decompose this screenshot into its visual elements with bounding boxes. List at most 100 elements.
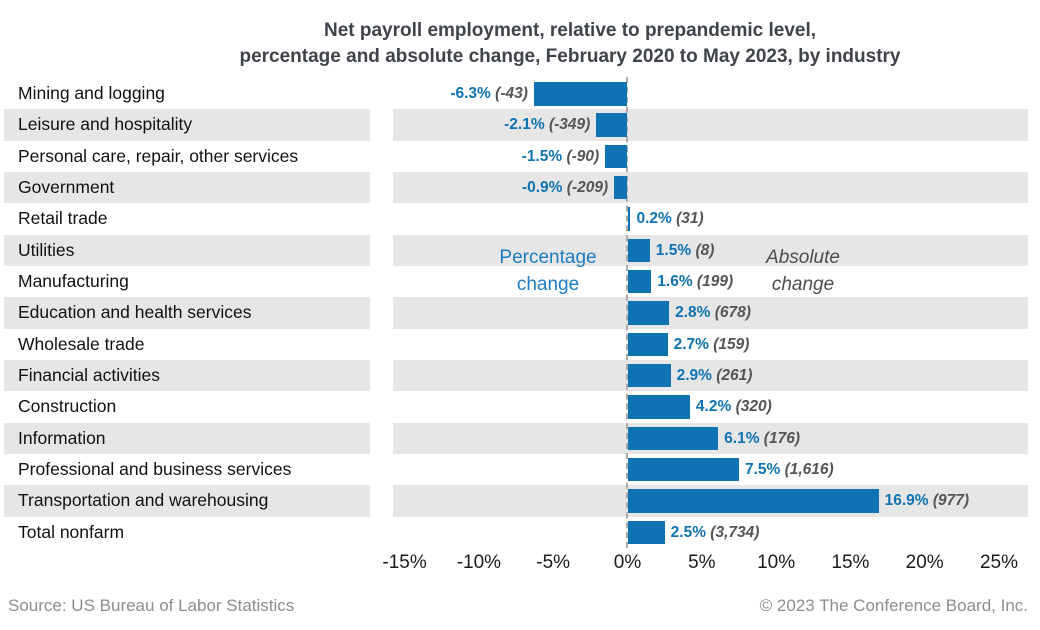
- plot-area: Mining and logging -6.3% (-43) Leisure and…: [0, 78, 1040, 548]
- value-label: -0.9% (-209): [522, 172, 608, 203]
- chart-title-line-2: percentage and absolute change, February…: [239, 46, 901, 67]
- percent-value: 6.1%: [724, 429, 760, 447]
- bar: [627, 395, 690, 419]
- bar: [533, 82, 628, 106]
- annotation-absolute-line-2: change: [771, 274, 835, 295]
- x-axis-tick-label: -15%: [382, 552, 427, 573]
- chart-row: Transportation and warehousing 16.9% (977…: [0, 485, 1040, 517]
- absolute-value: (320): [735, 398, 772, 416]
- category-label: Total nonfarm: [18, 521, 125, 542]
- bar: [627, 457, 739, 482]
- value-label: 2.9% (261): [677, 360, 753, 391]
- bar: [627, 207, 631, 231]
- chart-title-line-1: Net payroll employment, relative to prep…: [323, 20, 817, 41]
- chart-row: Government -0.9% (-209): [0, 171, 1040, 204]
- percent-value: 2.7%: [673, 335, 709, 353]
- percent-value: -0.9%: [521, 178, 563, 196]
- chart-row: Personal care, repair, other services -1.…: [0, 141, 1040, 172]
- percent-value: 1.6%: [657, 272, 693, 290]
- absolute-value: (8): [695, 241, 715, 259]
- percent-value: 16.9%: [884, 492, 929, 510]
- absolute-value: (-209): [566, 178, 609, 196]
- value-label: 2.5% (3,734): [671, 517, 760, 548]
- value-label: 1.6% (199): [657, 266, 733, 297]
- absolute-value: (-90): [566, 147, 600, 165]
- x-axis-tick-label: 5%: [688, 552, 716, 573]
- category-label: Utilities: [18, 239, 75, 260]
- bar: [627, 238, 650, 263]
- category-label: Mining and logging: [18, 83, 165, 103]
- value-label: -1.5% (-90): [522, 141, 600, 172]
- category-label: Professional and business services: [18, 458, 292, 479]
- x-axis-tick-label: 10%: [757, 552, 796, 573]
- absolute-value: (199): [696, 272, 734, 290]
- footer-source: Source: US Bureau of Labor Statistics: [8, 596, 295, 615]
- category-label: Financial activities: [18, 364, 160, 385]
- chart-row: Leisure and hospitality -2.1% (-349): [0, 109, 1040, 141]
- percent-value: 1.5%: [655, 241, 692, 259]
- row-stripe-label-area: [4, 234, 370, 266]
- bar: [596, 113, 628, 137]
- x-axis-tick-label: -5%: [536, 552, 571, 573]
- bar: [627, 301, 670, 325]
- row-stripe-plot-area: [393, 171, 1028, 204]
- bar: [627, 426, 719, 451]
- x-axis-tick-label: 20%: [905, 552, 944, 573]
- percent-value: -1.5%: [521, 147, 563, 165]
- zero-axis-dashed-line: [626, 77, 628, 548]
- absolute-value: (3,734): [710, 523, 760, 541]
- value-label: -2.1% (-349): [504, 109, 590, 140]
- annotation-absolute-change: Absolute change: [683, 244, 923, 298]
- annotation-percentage-line-1: Percentage: [499, 247, 597, 268]
- row-stripe-plot-area: [393, 359, 1028, 392]
- chart-row: Education and health services 2.8% (678): [0, 297, 1040, 329]
- category-label: Manufacturing: [18, 270, 129, 291]
- annotation-percentage-line-2: change: [516, 274, 580, 295]
- x-axis-tick-label: -10%: [456, 552, 502, 573]
- chart-title: Net payroll employment, relative to prep…: [100, 18, 1040, 70]
- annotation-absolute-line-1: Absolute: [766, 247, 840, 268]
- chart-row: Utilities 1.5% (8): [0, 234, 1040, 266]
- category-label: Information: [18, 427, 106, 448]
- bar: [614, 175, 628, 200]
- value-label: 1.5% (8): [656, 235, 715, 266]
- row-stripe-label-area: [4, 485, 370, 517]
- absolute-value: (159): [713, 335, 750, 353]
- value-label: 4.2% (320): [696, 391, 772, 422]
- row-stripe-plot-area: [393, 234, 1028, 266]
- percent-value: 4.2%: [695, 398, 732, 416]
- x-axis-tick-label: 25%: [979, 552, 1019, 573]
- category-label: Transportation and warehousing: [18, 490, 269, 511]
- row-stripe-label-area: [4, 109, 370, 141]
- absolute-value: (-43): [495, 85, 528, 102]
- category-label: Leisure and hospitality: [18, 114, 193, 135]
- absolute-value: (176): [763, 429, 800, 447]
- chart-row: Professional and business services 7.5% (…: [0, 454, 1040, 485]
- absolute-value: (31): [676, 210, 704, 228]
- bar: [627, 332, 668, 357]
- value-label: 6.1% (176): [724, 423, 800, 454]
- row-stripe-plot-area: [393, 109, 1028, 141]
- absolute-value: (977): [932, 492, 970, 510]
- percent-value: 2.8%: [675, 304, 711, 322]
- absolute-value: (-349): [548, 116, 591, 134]
- chart-row: Manufacturing 1.6% (199): [0, 266, 1040, 297]
- row-stripe-label-area: [4, 422, 370, 454]
- absolute-value: (678): [714, 304, 751, 322]
- x-axis-tick-label: 0%: [613, 552, 642, 573]
- row-stripe-plot-area: [393, 297, 1028, 329]
- percent-value: 0.2%: [636, 210, 672, 228]
- row-stripe-label-area: [4, 359, 370, 392]
- category-label: Construction: [18, 396, 117, 417]
- value-label: 2.8% (678): [675, 297, 751, 328]
- chart-row: Wholesale trade 2.7% (159): [0, 329, 1040, 360]
- percent-value: 2.5%: [670, 523, 706, 541]
- value-label: 0.2% (31): [636, 203, 703, 234]
- category-label: Retail trade: [18, 208, 108, 229]
- percent-value: -6.3%: [450, 85, 491, 102]
- absolute-value: (261): [716, 366, 753, 384]
- x-axis-tick-label: 15%: [831, 552, 870, 573]
- category-label: Education and health services: [18, 302, 252, 323]
- bar: [627, 520, 665, 545]
